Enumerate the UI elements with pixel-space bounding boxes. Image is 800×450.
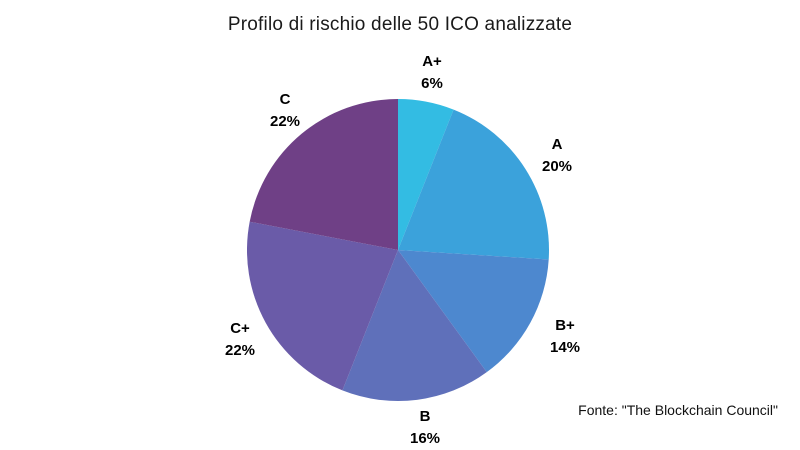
source-note: Fonte: "The Blockchain Council" [578, 402, 778, 418]
slice-name: A+ [422, 53, 442, 70]
chart-title: Profilo di rischio delle 50 ICO analizza… [227, 14, 573, 35]
slice-name: C+ [230, 320, 250, 337]
slice-percent: 22% [269, 113, 301, 130]
slice-name: C [279, 91, 291, 108]
slice-label-b: B 16% [375, 406, 475, 450]
slice-name: A [551, 136, 563, 153]
slice-percent: 14% [549, 339, 581, 356]
pie-slice-A+ [398, 99, 454, 250]
pie-slice-A [398, 109, 549, 260]
slice-label-a-plus: A+ 6% [382, 51, 482, 95]
slice-label-c: C 22% [235, 89, 335, 133]
slice-percent: 16% [409, 430, 441, 447]
pie-slice-B [342, 250, 487, 402]
pie-slice-C+ [246, 221, 398, 391]
slice-label-c-plus: C+ 22% [190, 318, 290, 362]
slice-percent: 6% [421, 75, 443, 92]
pie-slice-B+ [398, 250, 549, 373]
slice-percent: 20% [541, 158, 573, 175]
slice-label-b-plus: B+ 14% [515, 315, 615, 359]
slice-name: B [419, 408, 431, 425]
slice-name: B+ [555, 317, 575, 334]
slice-label-a: A 20% [507, 134, 607, 178]
pie-slice-C [249, 99, 398, 250]
slice-percent: 22% [224, 342, 256, 359]
